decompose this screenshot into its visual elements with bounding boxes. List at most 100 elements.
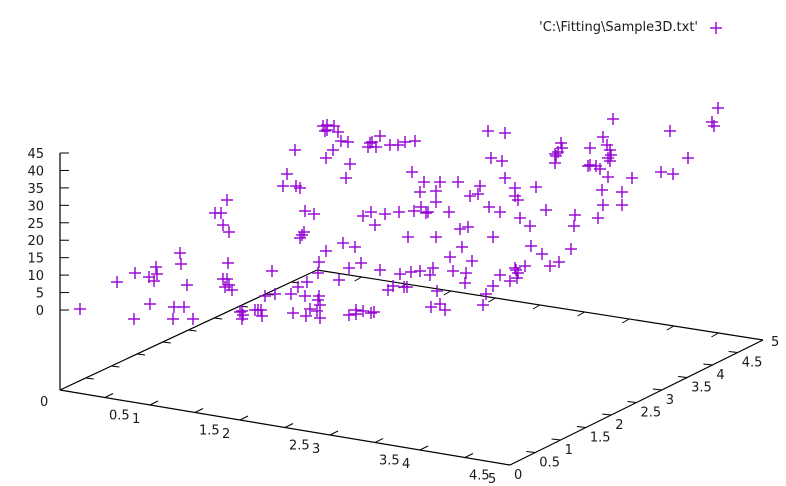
data-point-plus-icon xyxy=(408,205,420,217)
data-point-plus-icon xyxy=(175,258,187,270)
data-point-plus-icon xyxy=(474,180,486,192)
data-point-plus-icon xyxy=(370,141,382,153)
data-point-plus-icon xyxy=(452,176,464,188)
data-point-plus-icon xyxy=(343,309,355,321)
data-point-plus-icon xyxy=(320,245,332,257)
data-point-plus-icon xyxy=(499,127,511,139)
data-point-plus-icon xyxy=(462,221,474,233)
data-point-plus-icon xyxy=(418,176,430,188)
data-point-plus-icon xyxy=(374,130,386,142)
data-points xyxy=(74,102,724,325)
data-point-plus-icon xyxy=(708,120,720,132)
data-point-plus-icon xyxy=(494,269,506,281)
data-point-plus-icon xyxy=(314,299,326,311)
data-point-plus-icon xyxy=(607,113,619,125)
data-point-plus-icon xyxy=(365,206,377,218)
data-point-plus-icon xyxy=(414,265,426,277)
data-point-plus-icon xyxy=(616,199,628,211)
x-tick-label: 0 xyxy=(40,395,48,410)
x-tick xyxy=(419,445,429,451)
data-point-plus-icon xyxy=(277,180,289,192)
data-point-plus-icon xyxy=(460,267,472,279)
data-point-plus-icon xyxy=(512,194,524,206)
data-point-plus-icon xyxy=(454,223,466,235)
data-point-plus-icon xyxy=(223,226,235,238)
x-tick xyxy=(374,438,384,443)
data-point-plus-icon xyxy=(431,285,443,297)
data-point-plus-icon xyxy=(509,262,521,274)
data-point-plus-icon xyxy=(519,260,531,272)
data-point-plus-icon xyxy=(128,313,140,325)
data-point-plus-icon xyxy=(301,276,313,288)
data-point-plus-icon xyxy=(544,260,556,272)
z-tick-label: 45 xyxy=(27,147,44,162)
y-tick-label: 5 xyxy=(771,335,779,350)
data-point-plus-icon xyxy=(256,310,268,322)
data-point-plus-icon xyxy=(487,231,499,243)
data-point-plus-icon xyxy=(420,207,432,219)
y-tick xyxy=(652,388,662,391)
z-tick-label: 15 xyxy=(27,252,44,267)
data-point-plus-icon xyxy=(300,310,312,322)
data-point-plus-icon xyxy=(553,256,565,268)
data-point-plus-icon xyxy=(602,152,614,164)
data-point-plus-icon xyxy=(308,208,320,220)
y-tick-label: 4 xyxy=(716,368,724,383)
data-point-plus-icon xyxy=(215,207,227,219)
data-point-plus-icon xyxy=(472,188,484,200)
x-tick xyxy=(284,423,294,428)
y-tick xyxy=(627,401,637,403)
data-point-plus-icon xyxy=(266,265,278,277)
data-point-plus-icon xyxy=(327,144,339,156)
data-point-plus-icon xyxy=(592,212,604,224)
data-point-plus-icon xyxy=(459,277,471,289)
y-tick xyxy=(703,363,713,366)
data-point-plus-icon xyxy=(525,240,537,252)
x-axis-ticks: 0 0.5 1 1.5 2 2.5 3 3.5 4 4.55 xyxy=(40,393,496,486)
data-point-plus-icon xyxy=(405,266,417,278)
x-tick xyxy=(194,408,204,413)
data-point-plus-icon xyxy=(234,306,246,318)
x-tick xyxy=(239,415,249,421)
data-point-plus-icon xyxy=(333,274,345,286)
y-tick xyxy=(526,451,536,453)
data-point-plus-icon xyxy=(320,152,332,164)
y-tick xyxy=(602,413,612,416)
data-point-plus-icon xyxy=(530,181,542,193)
x-tick-label: 5 xyxy=(488,472,496,486)
data-point-plus-icon xyxy=(393,206,405,218)
data-point-plus-icon xyxy=(150,261,162,273)
data-point-plus-icon xyxy=(335,135,347,147)
data-point-plus-icon xyxy=(604,144,616,156)
data-point-plus-icon xyxy=(477,299,489,311)
x-tick-label: 4.5 xyxy=(469,469,490,484)
y-tick-label: 4.5 xyxy=(742,356,763,371)
x-tick xyxy=(104,393,114,398)
data-point-plus-icon xyxy=(401,281,413,293)
data-point-plus-icon xyxy=(524,220,536,232)
data-point-plus-icon xyxy=(151,268,163,280)
y-tick-label: 3.5 xyxy=(691,381,712,396)
y-tick-label: 3 xyxy=(666,393,674,408)
y-tick-label: 2.5 xyxy=(641,406,662,421)
x-tick-label: 1.5 xyxy=(199,424,220,439)
z-tick-label: 30 xyxy=(27,199,44,214)
data-point-plus-icon xyxy=(510,264,522,276)
data-point-plus-icon xyxy=(342,136,354,148)
z-tick-label: 25 xyxy=(27,217,44,232)
data-point-plus-icon xyxy=(74,303,86,315)
data-point-plus-icon xyxy=(129,267,141,279)
data-point-plus-icon xyxy=(399,136,411,148)
legend-label: 'C:\Fitting\Sample3D.txt' xyxy=(539,20,698,35)
data-point-plus-icon xyxy=(357,305,369,317)
z-tick-label: 5 xyxy=(36,287,44,302)
data-point-plus-icon xyxy=(444,251,456,263)
data-point-plus-icon xyxy=(483,201,495,213)
data-point-plus-icon xyxy=(443,206,455,218)
y-tick-label: 1 xyxy=(565,443,573,458)
data-point-plus-icon xyxy=(664,125,676,137)
data-point-plus-icon xyxy=(312,267,324,279)
data-point-plus-icon xyxy=(584,142,596,154)
data-point-plus-icon xyxy=(569,209,581,221)
